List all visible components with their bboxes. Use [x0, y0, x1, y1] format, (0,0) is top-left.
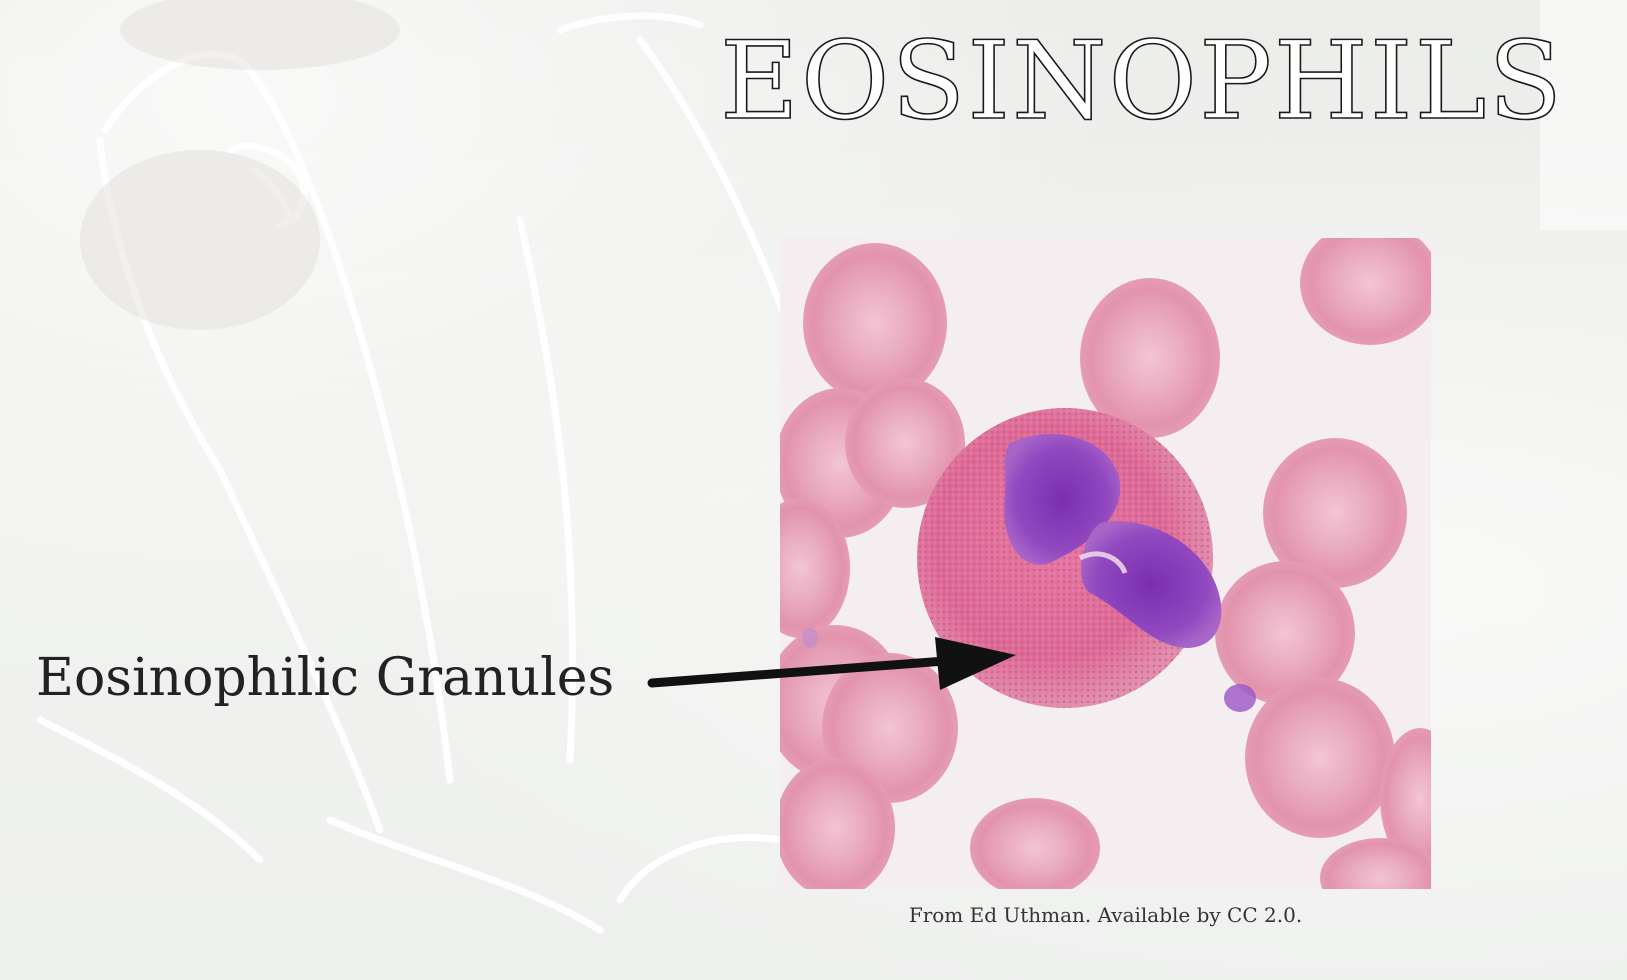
granules-label: Eosinophilic Granules — [36, 648, 615, 708]
image-caption: From Ed Uthman. Available by CC 2.0. — [908, 903, 1303, 927]
slide-title: EOSINOPHILS — [719, 19, 1565, 144]
micrograph-image — [780, 238, 1431, 889]
